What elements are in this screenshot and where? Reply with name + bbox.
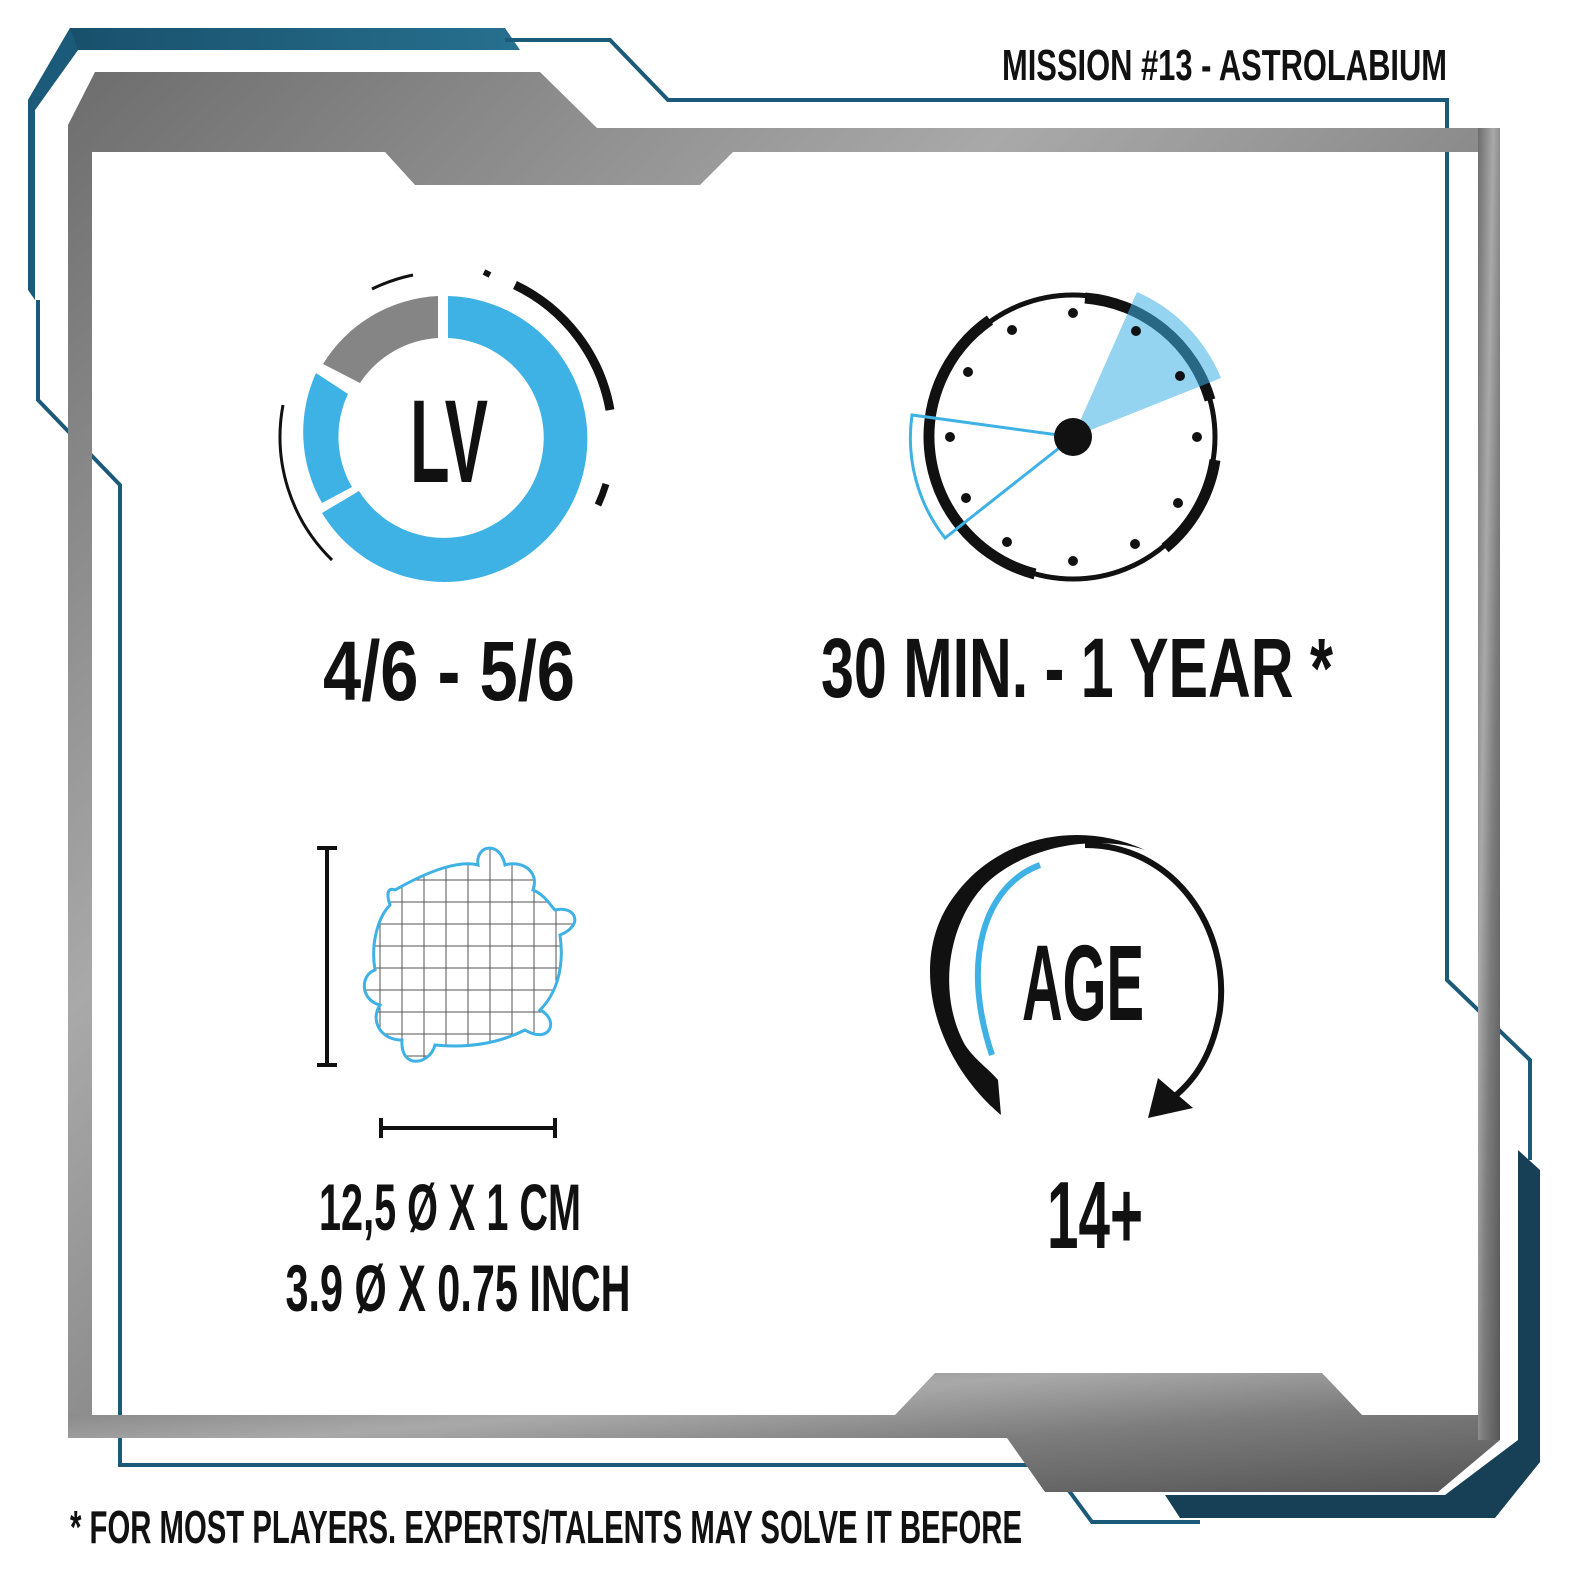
teal-frame <box>28 28 1540 1524</box>
level-label: LV <box>410 376 488 508</box>
mission-title: MISSION #13 - ASTROLABIUM <box>1002 41 1447 90</box>
age-label: AGE <box>1022 922 1144 1043</box>
duration-value: 30 MIN. - 1 YEAR * <box>821 621 1333 715</box>
clock-icon <box>908 292 1221 582</box>
size-metric: 12,5 Ø X 1 CM <box>319 1170 581 1244</box>
level-donut-icon <box>278 269 615 582</box>
age-value: 14+ <box>1047 1162 1143 1269</box>
age-cycle-icon <box>930 835 1225 1118</box>
puzzle-dimensions-icon <box>317 846 577 1138</box>
footnote: * FOR MOST PLAYERS. EXPERTS/TALENTS MAY … <box>70 1501 1022 1553</box>
level-value: 4/6 - 5/6 <box>323 624 575 718</box>
metal-frame <box>68 72 1500 1492</box>
size-imperial: 3.9 Ø X 0.75 INCH <box>286 1251 631 1325</box>
